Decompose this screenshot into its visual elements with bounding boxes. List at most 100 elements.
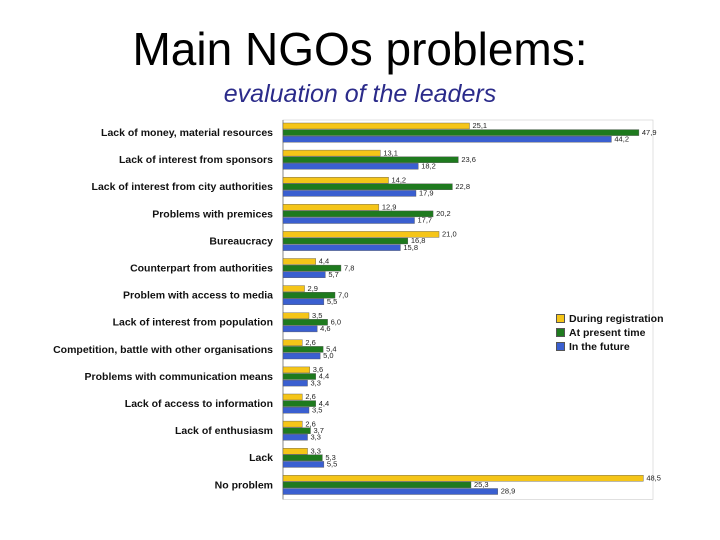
data-label: 22,8: [455, 182, 470, 191]
data-label: 2,6: [305, 419, 315, 428]
bar-present: [282, 481, 472, 489]
bar-present: [282, 292, 336, 299]
bar-present: [282, 237, 409, 245]
data-label: 17,7: [418, 216, 433, 225]
data-label: 47,9: [642, 128, 657, 137]
bar-future: [282, 379, 308, 387]
bar-present: [282, 454, 323, 461]
data-label: 2,6: [305, 338, 315, 347]
bar-future: [282, 271, 326, 278]
bar-present: [282, 400, 316, 407]
bar-registration: [282, 258, 316, 265]
data-label: 2,9: [308, 284, 318, 293]
bar-present: [282, 183, 453, 191]
bar-registration: [282, 448, 308, 455]
category-label: Counterpart from authorities: [130, 263, 273, 275]
data-label: 44,2: [614, 134, 629, 143]
data-label: 5,5: [327, 297, 337, 306]
bar-future: [282, 163, 419, 170]
bar-future: [282, 407, 310, 414]
category-label: Lack of interest from sponsors: [119, 154, 273, 166]
data-label: 13,1: [383, 148, 398, 157]
bar-future: [282, 434, 308, 441]
bar-present: [282, 319, 328, 326]
data-label: 6,0: [331, 318, 341, 327]
data-label: 3,3: [311, 378, 321, 387]
category-label: Lack: [249, 452, 273, 464]
data-label: 5,4: [326, 345, 336, 354]
bar-future: [282, 461, 325, 468]
data-label: 28,9: [501, 487, 516, 496]
category-label: Bureaucracy: [209, 235, 273, 247]
bar-future: [282, 190, 417, 197]
legend-swatch-in-the-future: [556, 342, 565, 351]
chart-legend: During registration At present time In t…: [556, 312, 664, 354]
legend-swatch-at-present-time: [556, 328, 565, 337]
data-label: 4,4: [319, 399, 329, 408]
bar-future: [282, 298, 325, 305]
data-label: 20,2: [436, 209, 451, 218]
category-label: Competition, battle with other organisat…: [53, 344, 273, 356]
bar-registration: [282, 420, 303, 428]
bar-present: [282, 264, 342, 272]
bar-present: [282, 373, 316, 380]
bar-present: [282, 210, 434, 218]
data-label: 2,6: [305, 392, 315, 401]
data-label: 7,8: [344, 263, 354, 272]
bar-future: [282, 352, 321, 360]
data-label: 21,0: [442, 230, 457, 239]
data-label: 18,2: [421, 162, 436, 171]
data-label: 15,8: [403, 243, 418, 252]
data-label: 48,5: [646, 474, 661, 483]
bar-present: [282, 427, 311, 434]
legend-item-in-the-future: In the future: [556, 340, 664, 353]
data-label: 3,3: [311, 433, 321, 442]
bar-registration: [282, 339, 303, 346]
bar-registration: [282, 312, 310, 319]
data-label: 4,4: [319, 372, 329, 381]
data-label: 5,7: [328, 270, 338, 279]
category-label: No problem: [215, 479, 273, 491]
bar-registration: [282, 475, 644, 482]
legend-item-at-present-time: At present time: [556, 326, 664, 339]
bar-future: [282, 135, 612, 143]
bar-future: [282, 488, 498, 495]
data-label: 14,2: [392, 175, 407, 184]
data-label: 4,4: [319, 257, 329, 266]
bar-registration: [282, 366, 310, 374]
category-label: Lack of enthusiasm: [175, 425, 273, 437]
bar-future: [282, 217, 415, 224]
data-label: 5,5: [327, 460, 337, 469]
bar-registration: [282, 393, 303, 401]
category-label: Problems with communication means: [85, 371, 274, 383]
category-label: Lack of money, material resources: [101, 127, 273, 139]
bar-future: [282, 325, 318, 333]
category-label: Problem with access to media: [123, 290, 273, 302]
data-label: 25,3: [474, 480, 489, 489]
data-label: 16,8: [411, 236, 426, 245]
bar-registration: [282, 231, 440, 238]
data-label: 4,6: [320, 324, 330, 333]
category-label: Lack of interest from population: [113, 317, 273, 329]
bar-registration: [282, 176, 389, 184]
data-label: 23,6: [461, 155, 476, 164]
data-label: 3,5: [312, 405, 322, 414]
bar-present: [282, 156, 459, 163]
bar-registration: [282, 122, 470, 130]
data-label: 3,7: [313, 426, 323, 435]
bar-registration: [282, 204, 380, 211]
bar-future: [282, 244, 401, 251]
legend-label: During registration: [569, 312, 664, 325]
category-label: Lack of interest from city authorities: [92, 181, 274, 193]
category-label: Problems with premices: [152, 208, 273, 220]
legend-label: At present time: [569, 326, 646, 339]
data-label: 5,0: [323, 351, 333, 360]
data-label: 3,3: [311, 446, 321, 455]
page-title: Main NGOs problems:: [132, 23, 588, 75]
bar-present: [282, 346, 324, 353]
legend-swatch-during-registration: [556, 314, 565, 323]
legend-item-during-registration: During registration: [556, 312, 664, 325]
data-label: 12,9: [382, 203, 397, 212]
data-label: 25,1: [472, 121, 487, 130]
